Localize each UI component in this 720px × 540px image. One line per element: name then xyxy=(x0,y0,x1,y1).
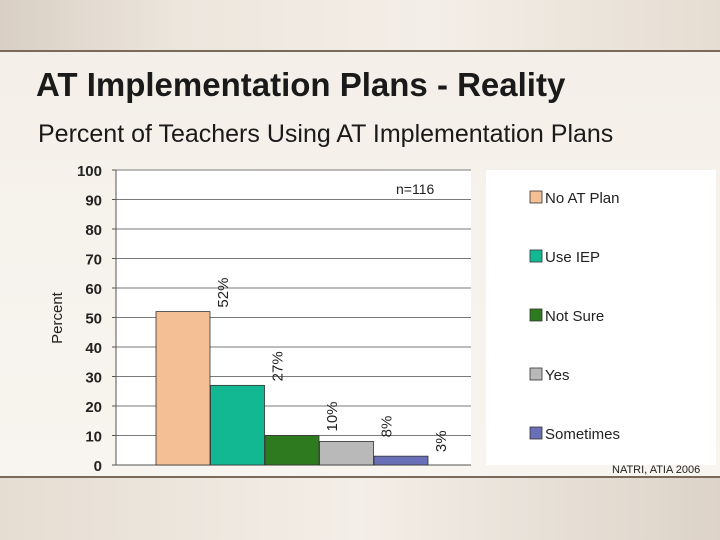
y-tick-label: 20 xyxy=(85,399,102,416)
y-tick-label: 50 xyxy=(85,311,102,328)
y-tick-label: 60 xyxy=(85,281,102,298)
y-tick-label: 100 xyxy=(77,163,102,180)
y-tick-label: 90 xyxy=(85,193,102,210)
data-label: 8% xyxy=(379,416,396,438)
y-tick-label: 40 xyxy=(85,340,102,357)
data-label: 27% xyxy=(270,351,287,381)
data-label: 3% xyxy=(433,430,450,452)
bar-not-sure xyxy=(264,435,320,466)
chart-title: Percent of Teachers Using AT Implementat… xyxy=(38,120,614,148)
bar-sometimes xyxy=(373,455,429,466)
sample-size-annotation: n=116 xyxy=(396,181,434,197)
legend-swatch xyxy=(529,426,543,440)
slide-title: AT Implementation Plans - Reality xyxy=(36,66,566,103)
legend-label: Sometimes xyxy=(545,426,620,443)
legend-label: Not Sure xyxy=(545,308,604,325)
y-axis-label: Percent xyxy=(49,291,66,344)
footer-divider xyxy=(0,476,720,478)
legend-swatch xyxy=(529,249,543,263)
bar-use-iep xyxy=(210,384,265,466)
legend xyxy=(486,170,716,465)
footer-band xyxy=(0,478,720,540)
bar-yes xyxy=(319,440,374,466)
y-tick-label: 80 xyxy=(85,222,102,239)
header-divider xyxy=(0,50,720,52)
legend-label: No AT Plan xyxy=(545,190,620,207)
legend-swatch xyxy=(529,308,543,322)
header-band xyxy=(0,0,720,52)
legend-label: Use IEP xyxy=(545,249,600,266)
data-label: 52% xyxy=(215,278,232,308)
legend-swatch xyxy=(529,367,543,381)
bar-no-at-plan xyxy=(155,311,211,466)
source-credit: NATRI, ATIA 2006 xyxy=(612,464,701,476)
y-tick-label: 0 xyxy=(94,458,102,475)
y-tick-label: 10 xyxy=(85,429,102,446)
y-tick-label: 70 xyxy=(85,252,102,269)
y-tick-label: 30 xyxy=(85,370,102,387)
legend-label: Yes xyxy=(545,367,569,384)
data-label: 10% xyxy=(324,401,341,431)
legend-swatch xyxy=(529,190,543,204)
